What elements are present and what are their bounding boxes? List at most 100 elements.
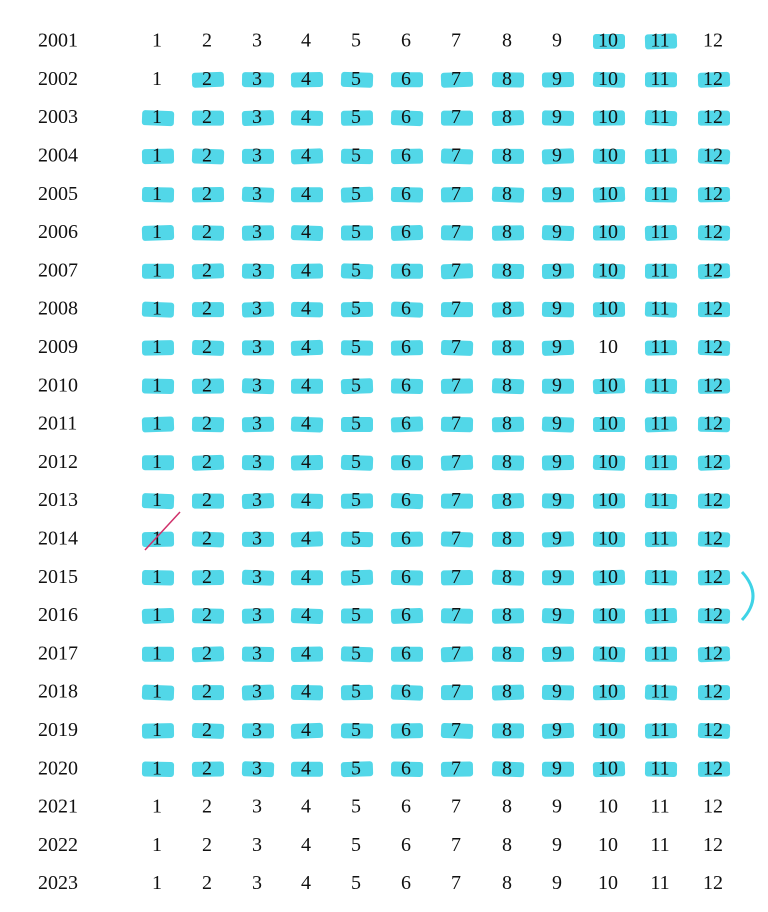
highlight [698, 493, 730, 509]
highlight [644, 33, 678, 50]
month-label: 6 [401, 719, 411, 741]
month-label: 4 [301, 834, 311, 856]
highlight [592, 71, 626, 88]
highlight [644, 378, 678, 394]
highlight [340, 531, 374, 548]
month-label: 9 [552, 757, 562, 779]
month-label: 6 [401, 413, 411, 435]
month-label: 7 [451, 183, 461, 205]
month-label: 3 [252, 527, 262, 549]
highlight [141, 186, 175, 203]
highlight [341, 417, 373, 432]
month-label: 1 [152, 872, 162, 894]
month-label: 1 [152, 489, 162, 511]
month-label: 4 [301, 144, 311, 166]
month-label: 7 [451, 642, 461, 664]
month-label: 7 [451, 757, 461, 779]
month-label: 4 [301, 527, 311, 549]
month-label: 3 [252, 374, 262, 396]
month-label: 6 [401, 298, 411, 320]
pen-slash [144, 511, 181, 551]
month-label: 6 [401, 757, 411, 779]
year-label: 2016 [38, 604, 78, 626]
highlight [290, 455, 324, 471]
highlight [390, 110, 424, 127]
month-label: 8 [502, 30, 512, 52]
month-label: 12 [703, 413, 723, 435]
month-label: 12 [703, 527, 723, 549]
month-label: 5 [351, 259, 361, 281]
highlight [191, 416, 225, 433]
highlight [697, 186, 731, 203]
highlight [290, 263, 324, 280]
month-label: 7 [451, 604, 461, 626]
year-label: 2006 [38, 221, 78, 243]
highlight [644, 225, 678, 241]
highlight [491, 569, 525, 586]
month-label: 11 [650, 106, 669, 128]
month-label: 12 [703, 489, 723, 511]
highlight [340, 761, 374, 778]
highlight [391, 646, 423, 662]
highlight [492, 340, 524, 356]
highlight [141, 761, 175, 777]
month-label: 10 [598, 681, 618, 703]
month-label: 1 [152, 757, 162, 779]
month-label: 5 [351, 719, 361, 741]
highlight [592, 761, 626, 778]
highlight [440, 722, 474, 739]
month-label: 11 [650, 527, 669, 549]
month-label: 2 [202, 796, 212, 818]
highlight [491, 684, 525, 701]
month-label: 8 [502, 221, 512, 243]
month-label: 7 [451, 413, 461, 435]
month-label: 10 [598, 374, 618, 396]
highlight [290, 301, 324, 318]
highlight [698, 302, 730, 318]
highlight [241, 186, 275, 203]
month-label: 8 [502, 144, 512, 166]
month-label: 2 [202, 681, 212, 703]
year-label: 2002 [38, 68, 78, 90]
month-label: 10 [598, 834, 618, 856]
month-label: 8 [502, 259, 512, 281]
highlight [592, 646, 626, 663]
month-label: 3 [252, 604, 262, 626]
month-label: 9 [552, 796, 562, 818]
month-label: 11 [650, 604, 669, 626]
month-label: 3 [252, 796, 262, 818]
month-label: 1 [152, 106, 162, 128]
highlight [541, 416, 575, 433]
month-label: 1 [152, 451, 162, 473]
highlight [491, 608, 525, 624]
highlight [644, 761, 678, 777]
month-label: 3 [252, 757, 262, 779]
month-label: 2 [202, 566, 212, 588]
year-label: 2018 [38, 681, 78, 703]
month-label: 11 [650, 489, 669, 511]
month-label: 4 [301, 183, 311, 205]
month-label: 9 [552, 489, 562, 511]
highlight [542, 187, 574, 203]
highlight [440, 761, 474, 777]
highlight [242, 340, 274, 356]
highlight [340, 569, 374, 586]
month-label: 9 [552, 221, 562, 243]
highlight [290, 684, 324, 701]
month-label: 2 [202, 144, 212, 166]
month-label: 10 [598, 68, 618, 90]
month-label: 12 [703, 642, 723, 664]
highlight [390, 493, 424, 510]
highlight [592, 378, 626, 395]
month-label: 11 [650, 451, 669, 473]
month-label: 6 [401, 834, 411, 856]
month-label: 9 [552, 527, 562, 549]
month-label: 8 [502, 796, 512, 818]
month-label: 10 [598, 106, 618, 128]
month-label: 12 [703, 336, 723, 358]
month-label: 5 [351, 566, 361, 588]
month-label: 2 [202, 489, 212, 511]
year-label: 2005 [38, 183, 78, 205]
month-label: 8 [502, 681, 512, 703]
month-label: 12 [703, 30, 723, 52]
